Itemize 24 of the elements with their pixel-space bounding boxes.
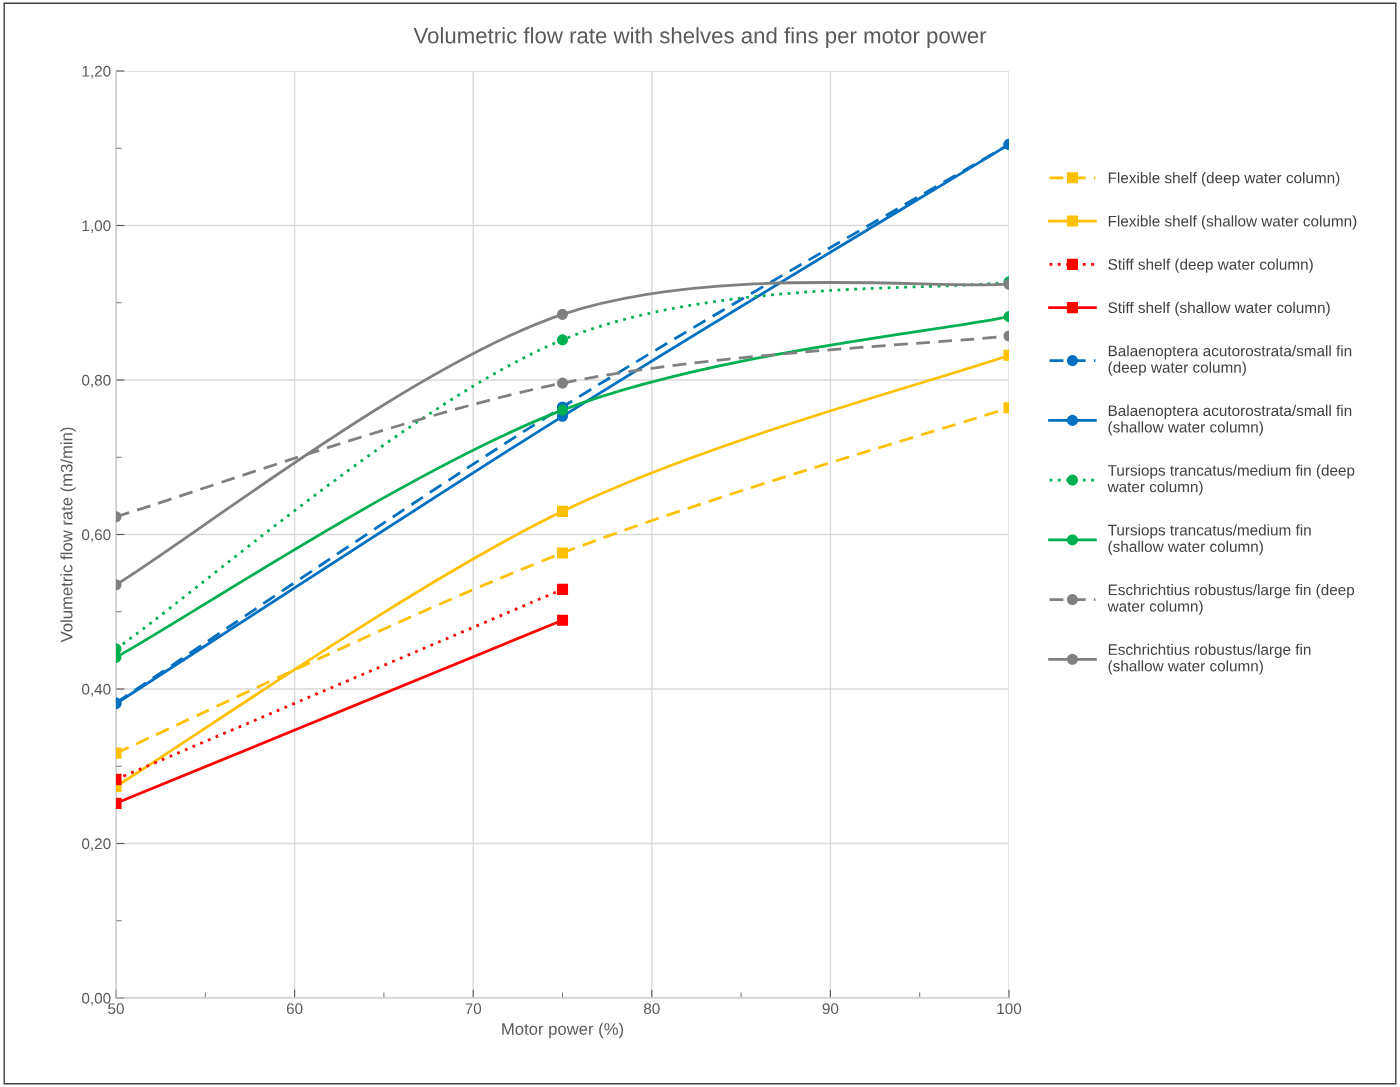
y-tick-label: 0,40 — [82, 683, 111, 697]
legend-label: Balaenoptera acutorostrata/small fin (shallow water column) — [1108, 404, 1352, 436]
y-tick-label: 0,60 — [82, 529, 111, 542]
legend-label: Stiff shelf (shallow water column) — [1108, 301, 1330, 317]
y-tick-label: 0,20 — [82, 838, 111, 851]
legend-label: Balaenoptera acutorostrata/small fin (deep water column) — [1108, 345, 1352, 376]
y-tick-label: 0,80 — [82, 374, 111, 388]
x-tick-label: 70 — [465, 1003, 482, 1015]
legend-label: Flexible shelf (shallow water column) — [1108, 215, 1357, 230]
legend-label: Eschrichtius robustus/large fin (shallow water column) — [1108, 643, 1311, 675]
legend-label: Stiff shelf (deep water column) — [1108, 258, 1313, 273]
x-axis-title: Motor power (%) — [502, 1022, 624, 1039]
legend-label: Tursiops trancatus/medium fin (deep water column) — [1107, 464, 1355, 496]
x-tick-label: 60 — [286, 1003, 303, 1015]
legend-label: Tursiops trancatus/medium fin (shallow water column) — [1107, 524, 1311, 555]
legend-label: Eschrichtius robustus/large fin (deep water column) — [1107, 584, 1355, 615]
y-tick-label: 1,20 — [82, 65, 111, 79]
y-axis-title: Volumetric flow rate (m3/min) — [60, 427, 76, 643]
x-tick-label: 80 — [643, 1003, 660, 1015]
x-tick-label: 100 — [997, 1003, 1022, 1015]
y-tick-label: 1,00 — [82, 220, 111, 233]
chart-title: Volumetric flow rate with shelves and fins per motor power — [413, 27, 987, 48]
x-tick-label: 90 — [822, 1003, 839, 1015]
legend-label: Flexible shelf (deep water column) — [1108, 172, 1340, 187]
